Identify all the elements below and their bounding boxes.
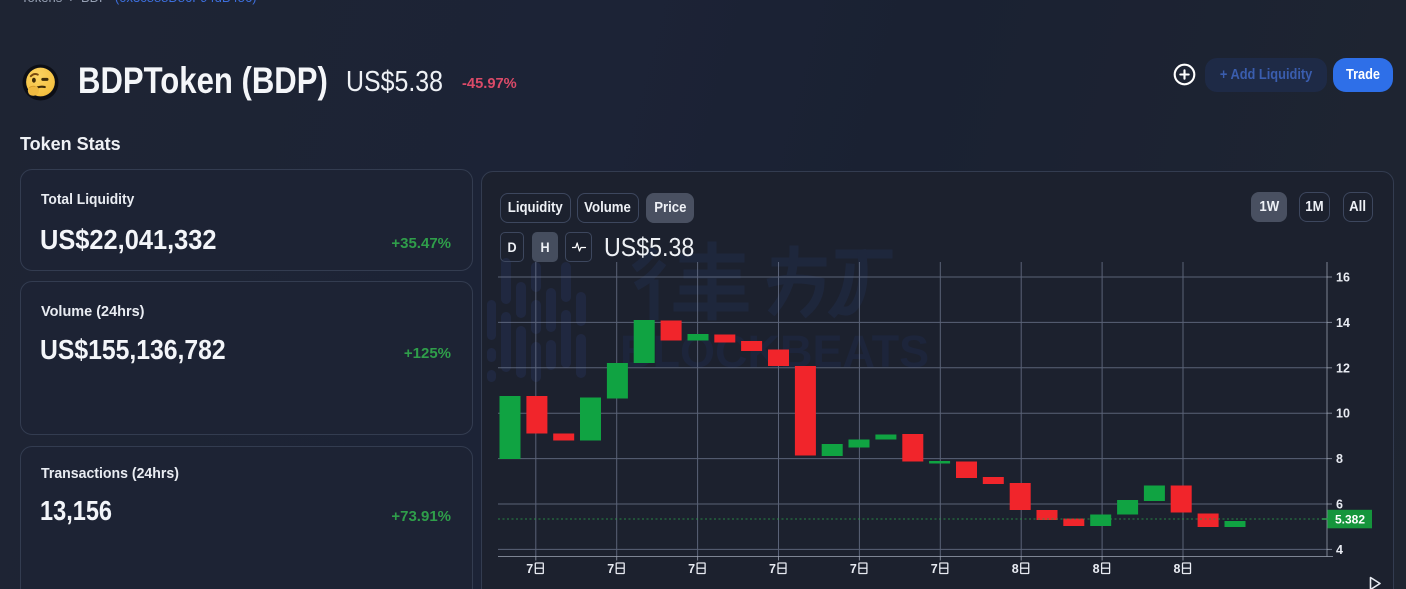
svg-text:8: 8 (1012, 562, 1019, 576)
svg-text:6: 6 (1336, 498, 1343, 512)
svg-text:8: 8 (1336, 452, 1343, 466)
svg-text:7: 7 (688, 562, 695, 576)
svg-text:7: 7 (931, 562, 938, 576)
svg-text:16: 16 (1336, 271, 1350, 285)
svg-text:7: 7 (607, 562, 614, 576)
svg-text:8: 8 (1174, 562, 1181, 576)
svg-text:10: 10 (1336, 407, 1350, 421)
svg-text:5.382: 5.382 (1335, 513, 1365, 527)
svg-text:12: 12 (1336, 361, 1350, 375)
svg-text:7: 7 (769, 562, 776, 576)
svg-text:7: 7 (850, 562, 857, 576)
svg-text:4: 4 (1336, 543, 1343, 557)
svg-text:14: 14 (1336, 316, 1350, 330)
svg-text:8: 8 (1093, 562, 1100, 576)
svg-text:7: 7 (526, 562, 533, 576)
